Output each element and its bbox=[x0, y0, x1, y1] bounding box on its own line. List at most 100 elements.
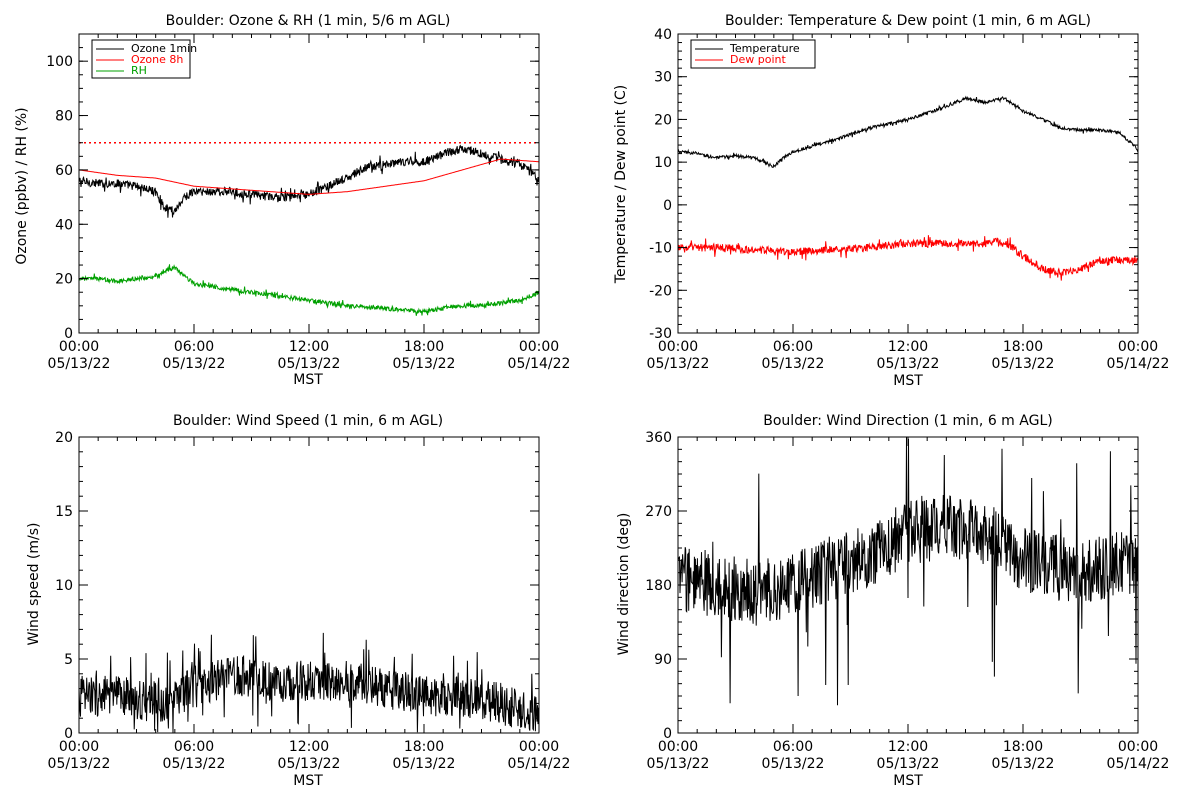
legend-label-dew-point: Dew point bbox=[730, 53, 786, 66]
x-tick-label-time: 12:00 bbox=[289, 739, 329, 755]
x-tick-label-time: 00:00 bbox=[658, 739, 698, 755]
y-tick-label: 0 bbox=[663, 726, 672, 742]
x-tick-label-time: 18:00 bbox=[404, 739, 444, 755]
x-axis-label: MST bbox=[293, 372, 323, 388]
panel-wind-speed: Boulder: Wind Speed (1 min, 6 m AGL) Win… bbox=[26, 413, 570, 789]
x-tick-label-date: 05/13/22 bbox=[48, 356, 111, 372]
series-line-ozone-8h bbox=[78, 158, 540, 195]
y-tick-label: 60 bbox=[55, 163, 73, 179]
y-tick-label: 15 bbox=[55, 504, 73, 520]
x-tick-label-time: 00:00 bbox=[519, 339, 559, 355]
y-tick-label: 30 bbox=[654, 70, 672, 86]
series-line-ozone-1min bbox=[78, 144, 540, 218]
y-tick-label: 40 bbox=[654, 27, 672, 43]
legend-box bbox=[91, 39, 191, 79]
y-tick-label: 0 bbox=[64, 326, 73, 342]
legend-box bbox=[690, 39, 816, 69]
x-tick-label-date: 05/13/22 bbox=[992, 356, 1055, 372]
y-tick-label: -30 bbox=[649, 326, 672, 342]
y-tick-label: 90 bbox=[654, 652, 672, 668]
x-tick-label-date: 05/13/22 bbox=[877, 756, 940, 772]
plot-area-wind-direction: 09018027036000:0005/13/2206:0005/13/2212… bbox=[645, 430, 1169, 772]
plot-area-ozone-rh: 02040608010000:0005/13/2206:0005/13/2212… bbox=[46, 33, 571, 372]
x-tick-label-date: 05/14/22 bbox=[1107, 756, 1170, 772]
y-tick-label: 10 bbox=[654, 155, 672, 171]
y-tick-label: -10 bbox=[649, 241, 672, 257]
x-tick-label-date: 05/13/22 bbox=[278, 756, 341, 772]
x-axis-label: MST bbox=[893, 373, 923, 389]
x-tick-label-date: 05/13/22 bbox=[762, 356, 825, 372]
x-tick-label-date: 05/13/22 bbox=[647, 756, 710, 772]
x-tick-label-time: 12:00 bbox=[289, 339, 329, 355]
x-tick-label-date: 05/13/22 bbox=[278, 356, 341, 372]
y-tick-label: 270 bbox=[645, 504, 672, 520]
y-tick-label: 40 bbox=[55, 217, 73, 233]
x-tick-label-time: 18:00 bbox=[404, 339, 444, 355]
x-tick-label-date: 05/13/22 bbox=[48, 756, 111, 772]
x-tick-label-time: 06:00 bbox=[174, 739, 214, 755]
x-tick-label-date: 05/14/22 bbox=[508, 356, 571, 372]
legend-label-rh: RH bbox=[131, 64, 147, 77]
x-tick-label-date: 05/14/22 bbox=[1107, 356, 1170, 372]
chart-title: Boulder: Temperature & Dew point (1 min,… bbox=[725, 13, 1091, 29]
y-axis-label: Wind speed (m/s) bbox=[26, 523, 42, 646]
x-tick-label-date: 05/13/22 bbox=[393, 356, 456, 372]
y-axis-label: Ozone (ppbv) / RH (%) bbox=[14, 107, 30, 264]
plot-area-temperature-dewpoint: -30-20-1001020304000:0005/13/2206:0005/1… bbox=[647, 27, 1170, 372]
x-tick-label-date: 05/14/22 bbox=[508, 756, 571, 772]
y-axis-label: Temperature / Dew point (C) bbox=[613, 85, 629, 284]
panel-temperature-dewpoint: Boulder: Temperature & Dew point (1 min,… bbox=[613, 13, 1169, 389]
x-tick-label-date: 05/13/22 bbox=[647, 356, 710, 372]
y-tick-label: 5 bbox=[64, 652, 73, 668]
series-line-dew-point bbox=[677, 235, 1139, 281]
x-tick-label-date: 05/13/22 bbox=[163, 756, 226, 772]
x-tick-label-date: 05/13/22 bbox=[992, 756, 1055, 772]
chart-title: Boulder: Ozone & RH (1 min, 5/6 m AGL) bbox=[166, 13, 451, 29]
panel-ozone-rh: Boulder: Ozone & RH (1 min, 5/6 m AGL) O… bbox=[14, 13, 570, 388]
x-tick-label-date: 05/13/22 bbox=[163, 356, 226, 372]
x-tick-label-time: 12:00 bbox=[888, 339, 928, 355]
series-line-wind-direction bbox=[677, 436, 1139, 706]
y-tick-label: 0 bbox=[64, 726, 73, 742]
y-tick-label: 10 bbox=[55, 578, 73, 594]
legend-label-temperature: Temperature bbox=[729, 42, 800, 55]
x-axis-label: MST bbox=[293, 773, 323, 789]
x-tick-label-date: 05/13/22 bbox=[393, 756, 456, 772]
x-tick-label-time: 00:00 bbox=[658, 339, 698, 355]
y-axis-label: Wind direction (deg) bbox=[616, 513, 632, 656]
x-tick-label-time: 00:00 bbox=[1118, 739, 1158, 755]
legend-label-ozone-1min: Ozone 1min bbox=[131, 42, 197, 55]
legend: Ozone 1min Ozone 8h RH bbox=[91, 39, 197, 79]
x-tick-label-date: 05/13/22 bbox=[762, 756, 825, 772]
plot-area-wind-speed: 0510152000:0005/13/2206:0005/13/2212:000… bbox=[48, 430, 571, 772]
x-tick-label-time: 06:00 bbox=[773, 339, 813, 355]
chart-title: Boulder: Wind Direction (1 min, 6 m AGL) bbox=[763, 413, 1052, 429]
y-tick-label: 360 bbox=[645, 430, 672, 446]
x-tick-label-time: 00:00 bbox=[519, 739, 559, 755]
y-tick-label: 180 bbox=[645, 578, 672, 594]
x-tick-label-time: 18:00 bbox=[1003, 739, 1043, 755]
x-axis-label: MST bbox=[893, 773, 923, 789]
y-tick-label: 100 bbox=[46, 54, 73, 70]
legend: Temperature Dew point bbox=[690, 39, 816, 69]
legend-label-ozone-8h: Ozone 8h bbox=[131, 53, 183, 66]
series-line-temperature bbox=[677, 95, 1139, 169]
series-line-wind-speed bbox=[78, 632, 540, 733]
x-tick-label-time: 00:00 bbox=[1118, 339, 1158, 355]
x-tick-label-time: 06:00 bbox=[773, 739, 813, 755]
y-tick-label: 20 bbox=[55, 272, 73, 288]
x-tick-label-time: 00:00 bbox=[59, 739, 99, 755]
chart-title: Boulder: Wind Speed (1 min, 6 m AGL) bbox=[173, 413, 443, 429]
y-tick-label: 80 bbox=[55, 109, 73, 125]
panel-wind-direction: Boulder: Wind Direction (1 min, 6 m AGL)… bbox=[616, 413, 1169, 789]
y-tick-label: 0 bbox=[663, 198, 672, 214]
x-tick-label-time: 18:00 bbox=[1003, 339, 1043, 355]
y-tick-label: 20 bbox=[55, 430, 73, 446]
x-tick-label-time: 12:00 bbox=[888, 739, 928, 755]
y-tick-label: 20 bbox=[654, 112, 672, 128]
x-tick-label-date: 05/13/22 bbox=[877, 356, 940, 372]
series-line-rh bbox=[78, 264, 540, 316]
x-tick-label-time: 06:00 bbox=[174, 339, 214, 355]
